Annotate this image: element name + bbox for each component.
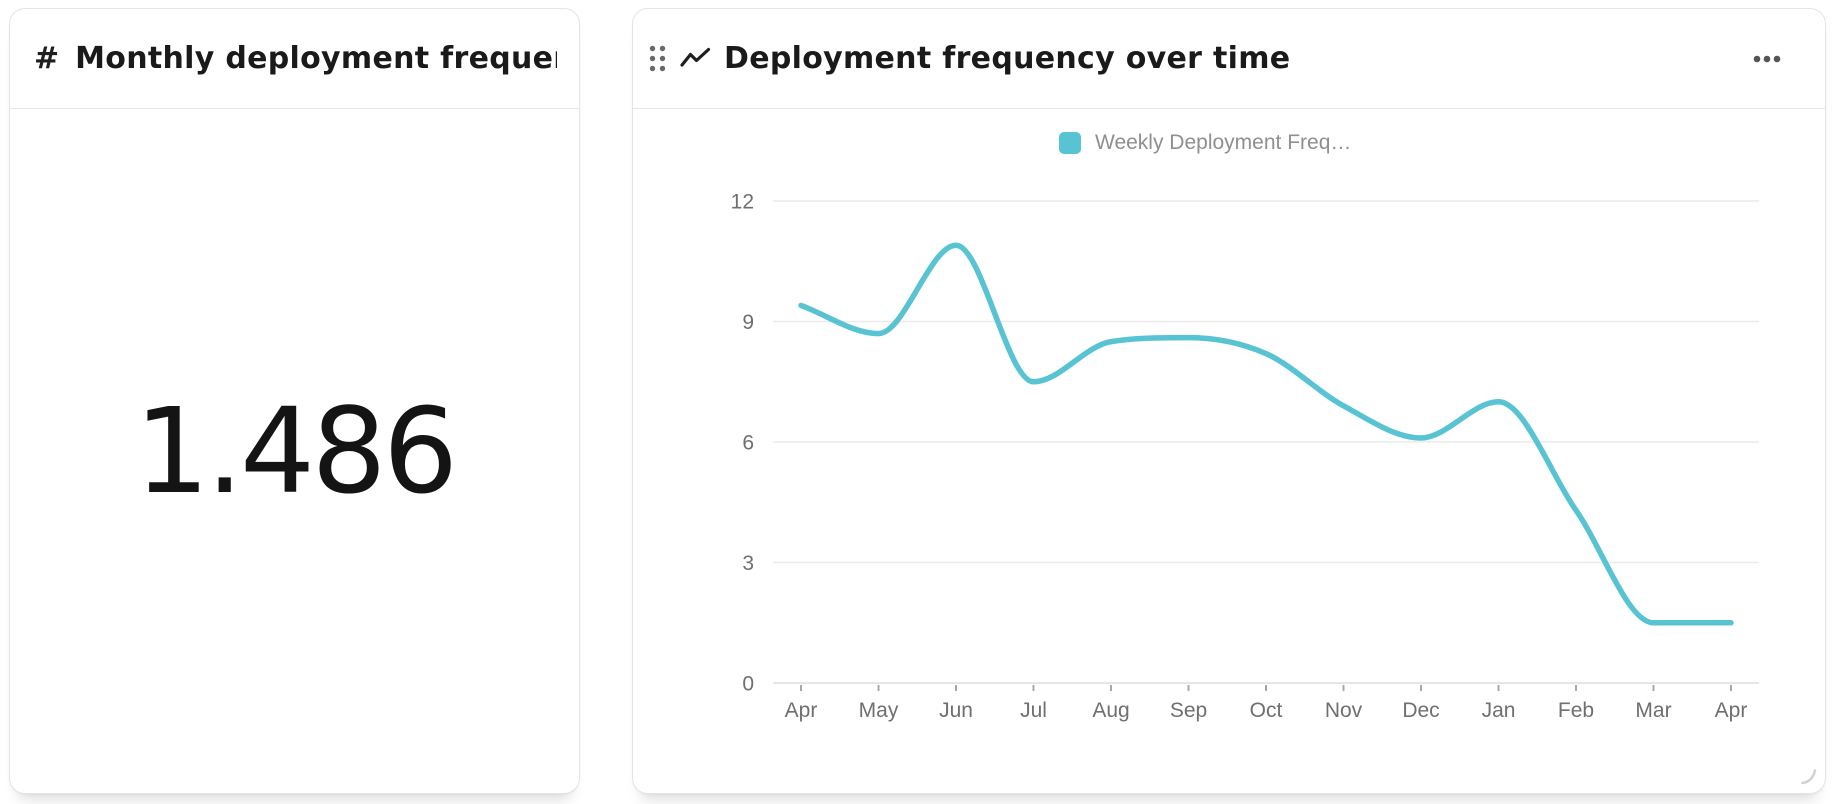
more-options-icon <box>1753 55 1781 62</box>
legend-swatch <box>1059 132 1081 154</box>
x-axis-label-may-1: May <box>859 699 899 722</box>
x-axis-label-jun-2: Jun <box>939 699 973 722</box>
y-axis-label-12: 12 <box>731 191 754 214</box>
x-axis-label-oct-6: Oct <box>1250 699 1283 722</box>
x-axis-label-apr-0: Apr <box>785 699 818 722</box>
x-axis-label-aug-4: Aug <box>1092 699 1129 722</box>
drag-dots-glyph <box>649 45 666 72</box>
y-axis-label-6: 6 <box>742 432 754 455</box>
x-axis-label-mar-11: Mar <box>1635 699 1671 722</box>
drag-handle-icon[interactable] <box>649 45 666 72</box>
resize-handle-icon[interactable] <box>1798 766 1818 786</box>
chart-legend[interactable]: Weekly Deployment Freq… <box>1059 131 1351 155</box>
chart-card-title: Deployment frequency over time <box>724 41 1291 76</box>
line-chart-icon <box>680 47 711 71</box>
x-axis-label-dec-8: Dec <box>1402 699 1439 722</box>
deployment-frequency-chart[interactable]: 0 3 6 9 12 Apr May Jun Jul Aug Sep Oct Nov Dec Jan Feb M… <box>633 109 1824 792</box>
x-axis-label-jan-9: Jan <box>1482 699 1516 722</box>
y-axis-label-3: 3 <box>742 552 754 575</box>
y-axis-label-9: 9 <box>742 311 754 334</box>
x-axis-label-sep-5: Sep <box>1170 699 1207 722</box>
metric-card-body: 1.486 <box>10 109 579 793</box>
legend-label: Weekly Deployment Freq… <box>1095 131 1352 154</box>
x-axis-label-jul-3: Jul <box>1020 699 1047 722</box>
x-axis-label-apr-12: Apr <box>1715 699 1748 722</box>
metric-value: 1.486 <box>134 382 458 520</box>
chart-card: Deployment frequency over time Weekly De… <box>632 8 1826 794</box>
chart-card-header: Deployment frequency over time <box>633 9 1825 109</box>
series-line-weekly-deployment-freq <box>798 242 1734 626</box>
x-axis-label-nov-7: Nov <box>1325 699 1363 722</box>
more-options-button[interactable] <box>1749 51 1785 67</box>
metric-card: # Monthly deployment frequen… 1.486 <box>9 8 580 794</box>
metric-card-title: Monthly deployment frequen… <box>75 41 557 76</box>
number-metric-icon: # <box>34 41 60 76</box>
x-axis-label-feb-10: Feb <box>1558 699 1594 722</box>
y-axis-label-0: 0 <box>742 673 754 696</box>
chart-area: Weekly Deployment Freq… 0 3 6 9 12 Apr May Jun J… <box>633 109 1824 792</box>
metric-card-header: # Monthly deployment frequen… <box>10 9 579 109</box>
